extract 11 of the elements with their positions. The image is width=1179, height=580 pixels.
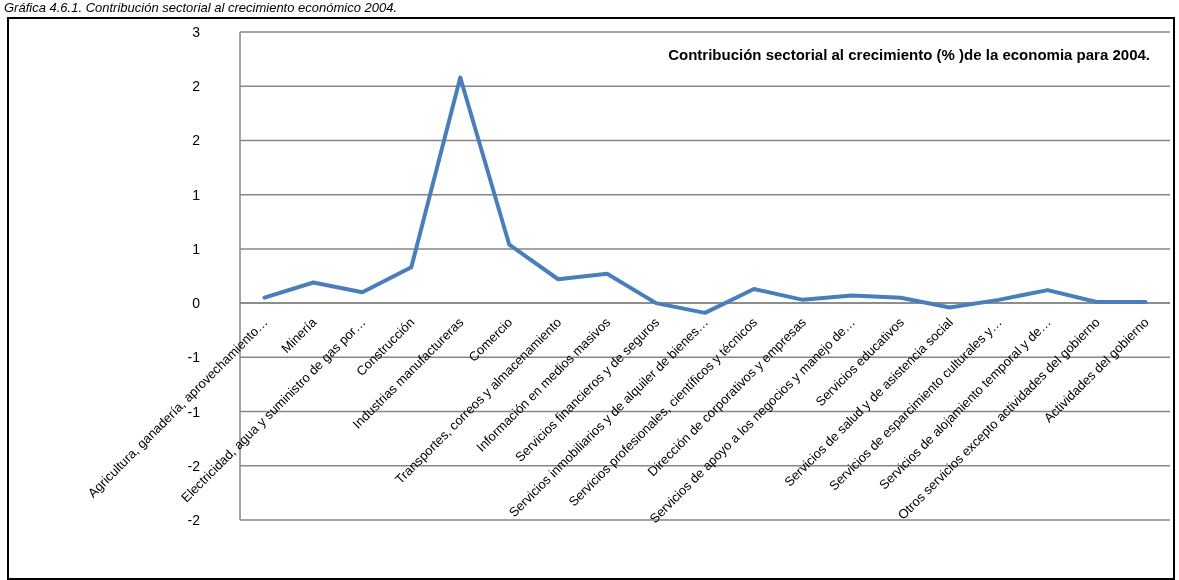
y-tick-label: 1 [192, 240, 201, 257]
text: Contribución sectorial al crecimiento (% )de la economia para 2004. [668, 46, 1150, 63]
y-tick-label: -1 [187, 403, 201, 420]
y-tick-label: 3 [192, 24, 201, 40]
y-tick-label: 0 [192, 295, 201, 312]
line-series [262, 75, 1148, 315]
y-tick-label: 1 [192, 186, 201, 203]
y-tick-label: 2 [192, 78, 201, 95]
y-tick-label: -2 [187, 512, 201, 528]
text: Gráfica 4.6.1. Contribución sectorial al crecimiento económico 2004. [4, 0, 398, 15]
y-tick-label: 2 [192, 132, 201, 149]
